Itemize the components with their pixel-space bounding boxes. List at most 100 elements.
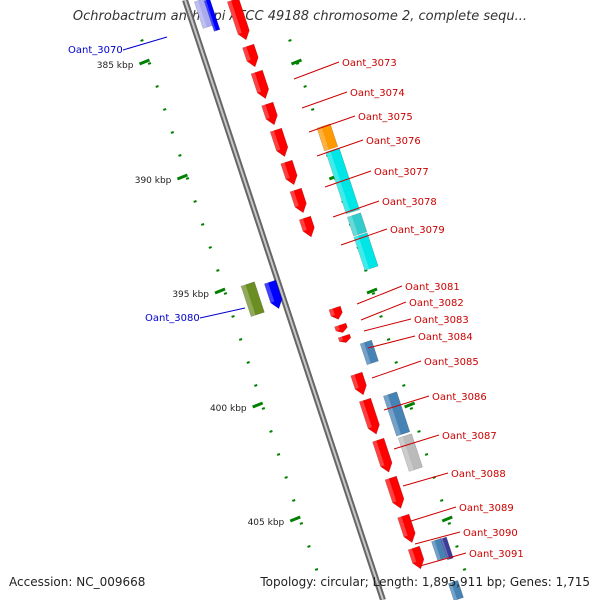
forward-gene[interactable]: [289, 187, 309, 215]
major-tick: [289, 515, 301, 523]
gene-label-leader: [419, 552, 467, 567]
accession-text: Accession: NC_009668: [9, 575, 146, 589]
gene-label[interactable]: Oant_3084: [418, 332, 473, 343]
forward-gene[interactable]: [407, 545, 426, 571]
gene-label[interactable]: Oant_3085: [424, 357, 479, 368]
tick-dot: [276, 453, 281, 456]
major-tick: [366, 287, 378, 295]
gene-label-leader: [410, 506, 457, 522]
gene-label[interactable]: Oant_3087: [442, 431, 497, 442]
gene-block-blue[interactable]: [359, 339, 379, 366]
forward-gene[interactable]: [280, 159, 300, 187]
tick-dot: [307, 545, 311, 548]
tick-dot: [208, 246, 212, 249]
gene-label[interactable]: Oant_3081: [405, 282, 460, 293]
features-layer: [193, 0, 464, 600]
tick-label: 395 kbp: [172, 290, 209, 300]
forward-gene[interactable]: [334, 322, 349, 334]
gene-block-navy[interactable]: [440, 536, 454, 561]
forward-gene[interactable]: [250, 69, 271, 100]
gene-label[interactable]: Oant_3070: [68, 45, 123, 56]
tick-dot: [292, 499, 296, 502]
gene-label[interactable]: Oant_3091: [469, 549, 524, 560]
tick-dot: [216, 269, 220, 272]
gene-label[interactable]: Oant_3073: [342, 58, 397, 69]
gene-label-leader: [356, 285, 403, 305]
forward-gene[interactable]: [397, 513, 418, 544]
forward-gene[interactable]: [384, 475, 406, 510]
gene-label[interactable]: Oant_3075: [358, 112, 413, 123]
tick-dot: [185, 177, 190, 180]
gene-label-leader: [402, 472, 449, 487]
tick-dot: [238, 338, 243, 341]
tick-dot: [193, 200, 197, 203]
tick-dot: [409, 407, 414, 410]
major-tick: [252, 401, 264, 409]
tick-dot: [140, 39, 144, 42]
gene-label[interactable]: Oant_3082: [409, 298, 464, 309]
gene-label-leader: [383, 395, 430, 411]
tick-dot: [284, 476, 288, 479]
tick-dot: [402, 384, 406, 387]
forward-gene[interactable]: [226, 0, 252, 42]
reverse-gene[interactable]: [203, 0, 221, 32]
gene-label[interactable]: Oant_3086: [432, 392, 487, 403]
tick-dot: [178, 154, 182, 157]
gene-label-leader: [367, 335, 416, 349]
gene-block-orange[interactable]: [316, 123, 339, 152]
forward-gene[interactable]: [372, 437, 395, 474]
gene-label-leader: [414, 531, 461, 545]
reverse-gene[interactable]: [240, 281, 265, 317]
tick-dot: [170, 131, 175, 134]
gene-block-blue[interactable]: [383, 391, 411, 437]
gene-label[interactable]: Oant_3076: [366, 136, 421, 147]
forward-gene[interactable]: [298, 215, 317, 239]
gene-label[interactable]: Oant_3074: [350, 88, 405, 99]
tick-dot: [394, 361, 398, 364]
forward-gene[interactable]: [242, 43, 260, 69]
gene-label[interactable]: Oant_3089: [459, 503, 514, 514]
tick-dot: [424, 453, 429, 456]
tick-dot: [231, 315, 235, 318]
tick-dot: [447, 522, 452, 525]
gene-block-blue[interactable]: [447, 580, 464, 600]
tick-dot: [246, 361, 250, 364]
gene-label[interactable]: Oant_3083: [414, 315, 469, 326]
gene-label[interactable]: Oant_3090: [463, 528, 518, 539]
forward-gene[interactable]: [269, 127, 290, 158]
gene-label-leader: [301, 91, 348, 109]
gene-label-leader: [199, 307, 246, 319]
gene-label-leader: [371, 360, 422, 379]
gene-block-cyan[interactable]: [346, 212, 368, 237]
tick-label: 405 kbp: [248, 518, 285, 528]
forward-gene[interactable]: [337, 333, 352, 344]
backbone-layer: [182, 0, 386, 600]
tick-label: 400 kbp: [210, 404, 247, 414]
tick-dot: [269, 430, 273, 433]
major-tick: [176, 173, 188, 181]
labels-layer: Oant_3070 Oant_3073 Oant_3074 Oant_3075 Oant…: [68, 36, 524, 567]
gene-block-cyan[interactable]: [353, 232, 379, 271]
forward-gene[interactable]: [358, 397, 382, 436]
tick-dot: [417, 430, 421, 433]
tick-dot: [455, 545, 459, 548]
gene-label-leader: [363, 318, 412, 332]
gene-label[interactable]: Oant_3088: [451, 469, 506, 480]
tick-layer: 385 kbp 390 kbp 395 kbp 400 kbp 405 kbp: [97, 39, 467, 571]
forward-gene[interactable]: [261, 101, 280, 127]
major-tick: [138, 58, 151, 66]
gene-block-grey[interactable]: [397, 433, 423, 472]
gene-label-leader: [332, 200, 380, 218]
forward-gene[interactable]: [350, 371, 369, 397]
tick-dot: [254, 384, 258, 387]
reverse-gene[interactable]: [264, 279, 284, 310]
forward-gene[interactable]: [328, 305, 344, 321]
gene-label[interactable]: Oant_3078: [382, 197, 437, 208]
gene-label[interactable]: Oant_3080: [145, 313, 200, 324]
major-tick: [214, 287, 226, 295]
tick-dot: [261, 407, 266, 410]
gene-label[interactable]: Oant_3077: [374, 167, 429, 178]
tick-label: 385 kbp: [97, 61, 134, 71]
gene-label[interactable]: Oant_3079: [390, 225, 445, 236]
tick-dot: [440, 499, 444, 502]
